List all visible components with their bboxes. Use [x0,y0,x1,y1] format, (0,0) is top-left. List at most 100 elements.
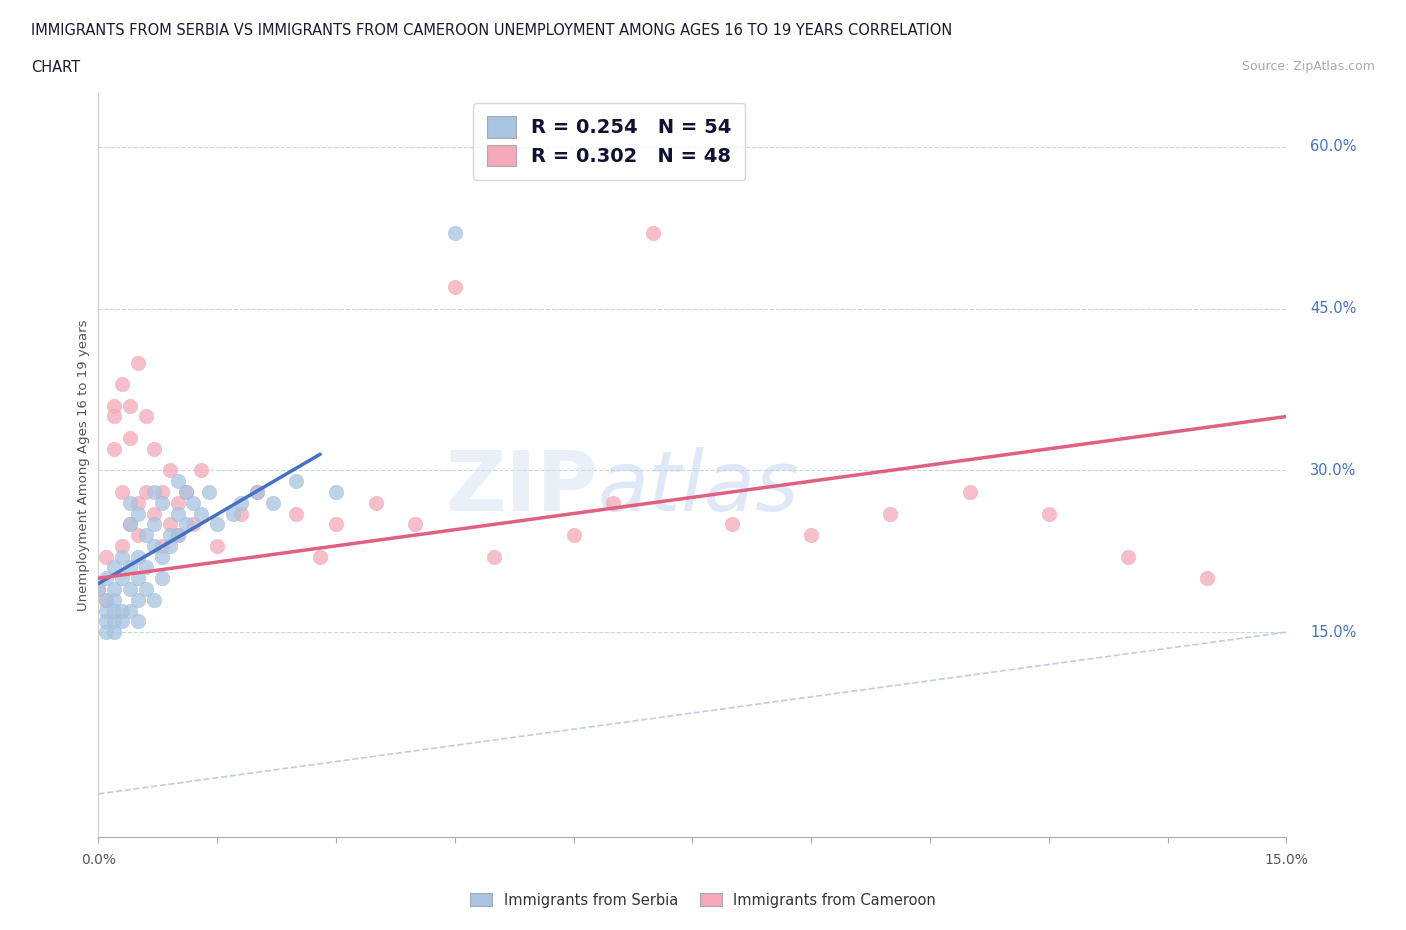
Point [150,496,173,511]
Point [285,473,308,488]
Point [285,506,308,521]
Point [174,485,197,499]
Text: 15.0%: 15.0% [1264,853,1309,867]
Text: CHART: CHART [31,60,80,75]
Point [96,571,118,586]
Point [127,592,149,607]
Point [111,485,134,499]
Point [325,485,347,499]
Point [246,485,269,499]
Point [135,409,157,424]
Point [190,506,212,521]
Point [641,226,664,241]
Point [120,517,142,532]
Point [111,377,134,392]
Point [602,496,624,511]
Point [150,571,173,586]
Point [127,527,149,542]
Point [120,604,142,618]
Point [142,517,165,532]
Point [159,517,181,532]
Point [222,506,245,521]
Point [800,527,823,542]
Point [1038,506,1060,521]
Point [404,517,426,532]
Point [229,506,252,521]
Point [120,581,142,596]
Point [150,538,173,553]
Text: Source: ZipAtlas.com: Source: ZipAtlas.com [1241,60,1375,73]
Legend: R = 0.254   N = 54, R = 0.302   N = 48: R = 0.254 N = 54, R = 0.302 N = 48 [474,102,745,180]
Point [1116,550,1139,565]
Point [120,398,142,413]
Point [96,625,118,640]
Point [103,398,125,413]
Point [127,496,149,511]
Point [959,485,981,499]
Point [103,409,125,424]
Point [1197,571,1219,586]
Point [246,485,269,499]
Point [142,442,165,457]
Point [150,550,173,565]
Point [159,527,181,542]
Point [127,355,149,370]
Point [103,592,125,607]
Point [111,571,134,586]
Point [103,560,125,575]
Point [879,506,901,521]
Point [183,496,205,511]
Point [103,625,125,640]
Point [444,226,467,241]
Text: ZIP: ZIP [444,446,598,528]
Point [166,473,188,488]
Point [127,506,149,521]
Point [96,614,118,629]
Point [127,550,149,565]
Point [96,592,118,607]
Point [325,517,347,532]
Point [142,485,165,499]
Point [135,560,157,575]
Point [262,496,284,511]
Point [103,581,125,596]
Text: 45.0%: 45.0% [1310,301,1357,316]
Text: atlas: atlas [598,446,799,528]
Text: 0.0%: 0.0% [82,853,115,867]
Point [166,496,188,511]
Y-axis label: Unemployment Among Ages 16 to 19 years: Unemployment Among Ages 16 to 19 years [77,319,90,611]
Point [309,550,332,565]
Point [135,485,157,499]
Point [142,538,165,553]
Text: 15.0%: 15.0% [1310,625,1357,640]
Point [127,571,149,586]
Point [198,485,221,499]
Point [142,506,165,521]
Point [142,592,165,607]
Point [96,592,118,607]
Text: 60.0%: 60.0% [1310,140,1357,154]
Point [229,496,252,511]
Point [190,463,212,478]
Point [444,280,467,295]
Point [166,506,188,521]
Point [150,485,173,499]
Point [103,604,125,618]
Point [127,614,149,629]
Legend: Immigrants from Serbia, Immigrants from Cameroon: Immigrants from Serbia, Immigrants from … [464,886,942,913]
Point [484,550,506,565]
Point [166,527,188,542]
Point [96,550,118,565]
Point [120,431,142,445]
Text: 30.0%: 30.0% [1310,463,1357,478]
Point [159,463,181,478]
Point [135,581,157,596]
Point [166,527,188,542]
Point [721,517,744,532]
Point [205,517,228,532]
Text: IMMIGRANTS FROM SERBIA VS IMMIGRANTS FROM CAMEROON UNEMPLOYMENT AMONG AGES 16 TO: IMMIGRANTS FROM SERBIA VS IMMIGRANTS FRO… [31,23,952,38]
Point [103,614,125,629]
Point [96,604,118,618]
Point [111,604,134,618]
Point [87,581,110,596]
